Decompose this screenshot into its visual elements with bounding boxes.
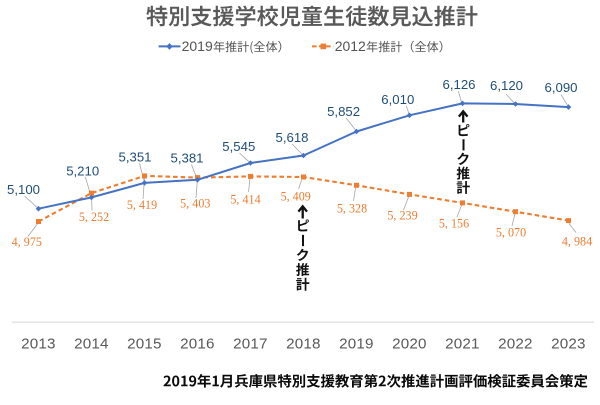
svg-text:2018: 2018 xyxy=(286,335,321,352)
svg-text:5,545: 5,545 xyxy=(222,139,255,154)
svg-text:5,100: 5,100 xyxy=(7,182,40,197)
svg-text:2014: 2014 xyxy=(74,335,109,352)
svg-text:5, 403: 5, 403 xyxy=(180,197,210,211)
svg-text:5,381: 5,381 xyxy=(170,151,203,166)
svg-text:5, 409: 5, 409 xyxy=(281,190,311,204)
svg-text:4, 984: 4, 984 xyxy=(562,235,592,249)
svg-text:6,126: 6,126 xyxy=(442,77,475,92)
svg-text:6,090: 6,090 xyxy=(544,80,577,95)
svg-text:5, 328: 5, 328 xyxy=(337,202,367,216)
svg-text:5,351: 5,351 xyxy=(118,150,151,165)
svg-text:4, 975: 4, 975 xyxy=(12,235,42,249)
svg-text:5, 414: 5, 414 xyxy=(230,193,260,207)
svg-text:5,852: 5,852 xyxy=(327,104,360,119)
svg-text:5, 239: 5, 239 xyxy=(387,209,417,223)
svg-text:2017: 2017 xyxy=(233,335,268,352)
svg-text:2019: 2019 xyxy=(339,335,374,352)
svg-text:5,618: 5,618 xyxy=(275,130,308,145)
svg-text:5, 419: 5, 419 xyxy=(127,198,157,212)
svg-text:2013: 2013 xyxy=(21,335,56,352)
svg-text:6,120: 6,120 xyxy=(490,78,523,93)
svg-text:2021: 2021 xyxy=(445,335,480,352)
svg-text:2023: 2023 xyxy=(551,335,586,352)
svg-text:5, 070: 5, 070 xyxy=(496,226,526,240)
svg-text:6,010: 6,010 xyxy=(381,92,414,107)
svg-text:5, 252: 5, 252 xyxy=(79,210,109,224)
svg-text:5,210: 5,210 xyxy=(66,163,99,178)
svg-text:2019: 2019 xyxy=(182,38,213,54)
svg-text:5, 156: 5, 156 xyxy=(439,217,469,231)
svg-text:2022: 2022 xyxy=(498,335,533,352)
svg-text:2016: 2016 xyxy=(180,335,215,352)
svg-text:2015: 2015 xyxy=(127,335,162,352)
svg-text:2020: 2020 xyxy=(392,335,427,352)
svg-text:2012: 2012 xyxy=(335,38,366,54)
